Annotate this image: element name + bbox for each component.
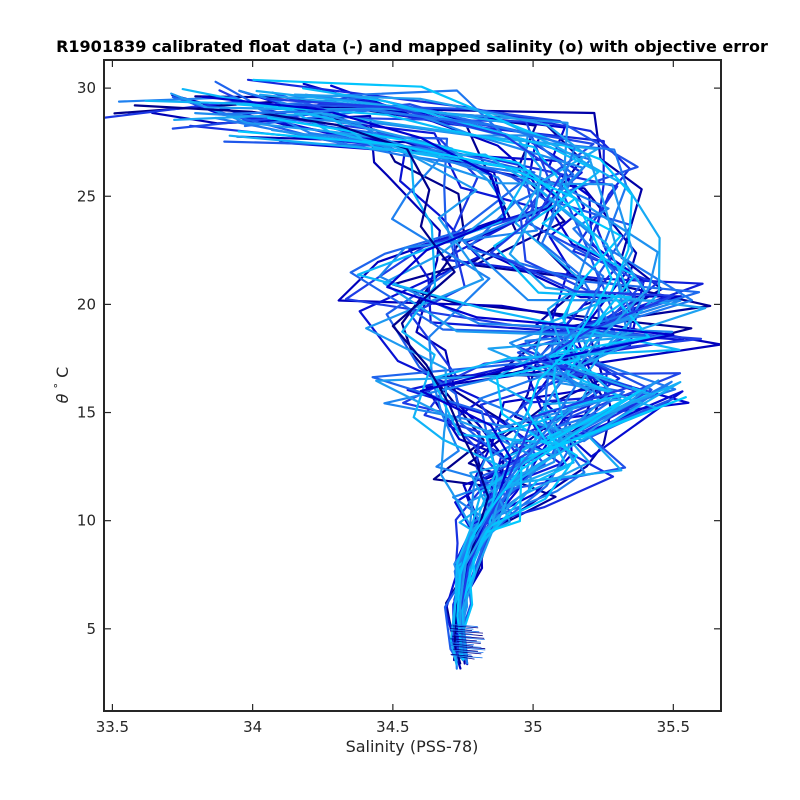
deep-water-mark [452, 624, 478, 628]
deep-water-mark [456, 631, 473, 635]
y-tick-label: 15 [77, 404, 96, 422]
y-tick-label: 30 [77, 79, 96, 97]
y-axis-label-degree: ° [52, 383, 65, 389]
deep-water-mark [457, 651, 482, 655]
deep-water-mark [450, 642, 474, 646]
deep-water-mark [452, 625, 479, 629]
x-tick-label: 33.5 [96, 718, 129, 736]
series-line-2 [201, 95, 675, 654]
deep-water-mark [450, 653, 473, 657]
deep-water-mark [458, 652, 472, 656]
y-tick-label: 25 [77, 187, 96, 205]
x-tick-label: 35 [524, 718, 543, 736]
svg-text:θ ° C: θ ° C [47, 367, 72, 404]
deep-water-mark [453, 650, 484, 653]
plot-frame [103, 59, 722, 712]
deep-water-mark [456, 646, 486, 650]
x-tick-label: 35.5 [657, 718, 690, 736]
deep-water-mark [451, 655, 483, 659]
deep-water-mark [449, 628, 473, 631]
series-line-4 [217, 108, 605, 656]
series-line-3 [265, 97, 675, 656]
y-axis: 5 10 15 20 25 30 [77, 79, 721, 638]
y-tick-label: 10 [77, 512, 96, 530]
y-tick-label: 20 [77, 295, 96, 313]
deep-water-mark [452, 635, 485, 639]
deep-water-mark [450, 638, 477, 642]
deep-water-mark [455, 626, 474, 630]
deep-water-mark [454, 634, 472, 638]
deep-water-mark [460, 656, 475, 660]
deep-water-mark [459, 633, 483, 637]
x-tick-label: 34.5 [376, 718, 409, 736]
y-tick-label: 5 [86, 620, 96, 638]
deep-water-mark [449, 629, 480, 633]
x-axis-label: Salinity (PSS-78) [346, 737, 479, 756]
deep-water-mark [452, 648, 478, 652]
series-layer [104, 78, 721, 670]
deep-water-mark [452, 643, 474, 647]
profile-line [236, 103, 636, 653]
y-axis-label: θ ° C [47, 367, 72, 404]
profile-line [302, 87, 632, 659]
deep-water-mark [450, 644, 482, 648]
deep-water-mark [456, 641, 481, 644]
y-axis-label-unit: C [53, 367, 72, 378]
deep-water-mark [457, 639, 481, 643]
deep-water-mark [459, 647, 486, 651]
x-axis: 33.5 34 34.5 35 35.5 [96, 60, 690, 736]
deep-water-mark [460, 637, 485, 640]
deep-water-mark [450, 630, 484, 634]
y-axis-label-symbol: θ [53, 393, 72, 403]
series-line-5 [293, 93, 652, 652]
bottom-fringe-marks [449, 624, 486, 660]
series-line-6 [237, 130, 641, 661]
chart-title: R1901839 calibrated float data (-) and m… [56, 37, 768, 56]
x-tick-label: 34 [243, 718, 262, 736]
